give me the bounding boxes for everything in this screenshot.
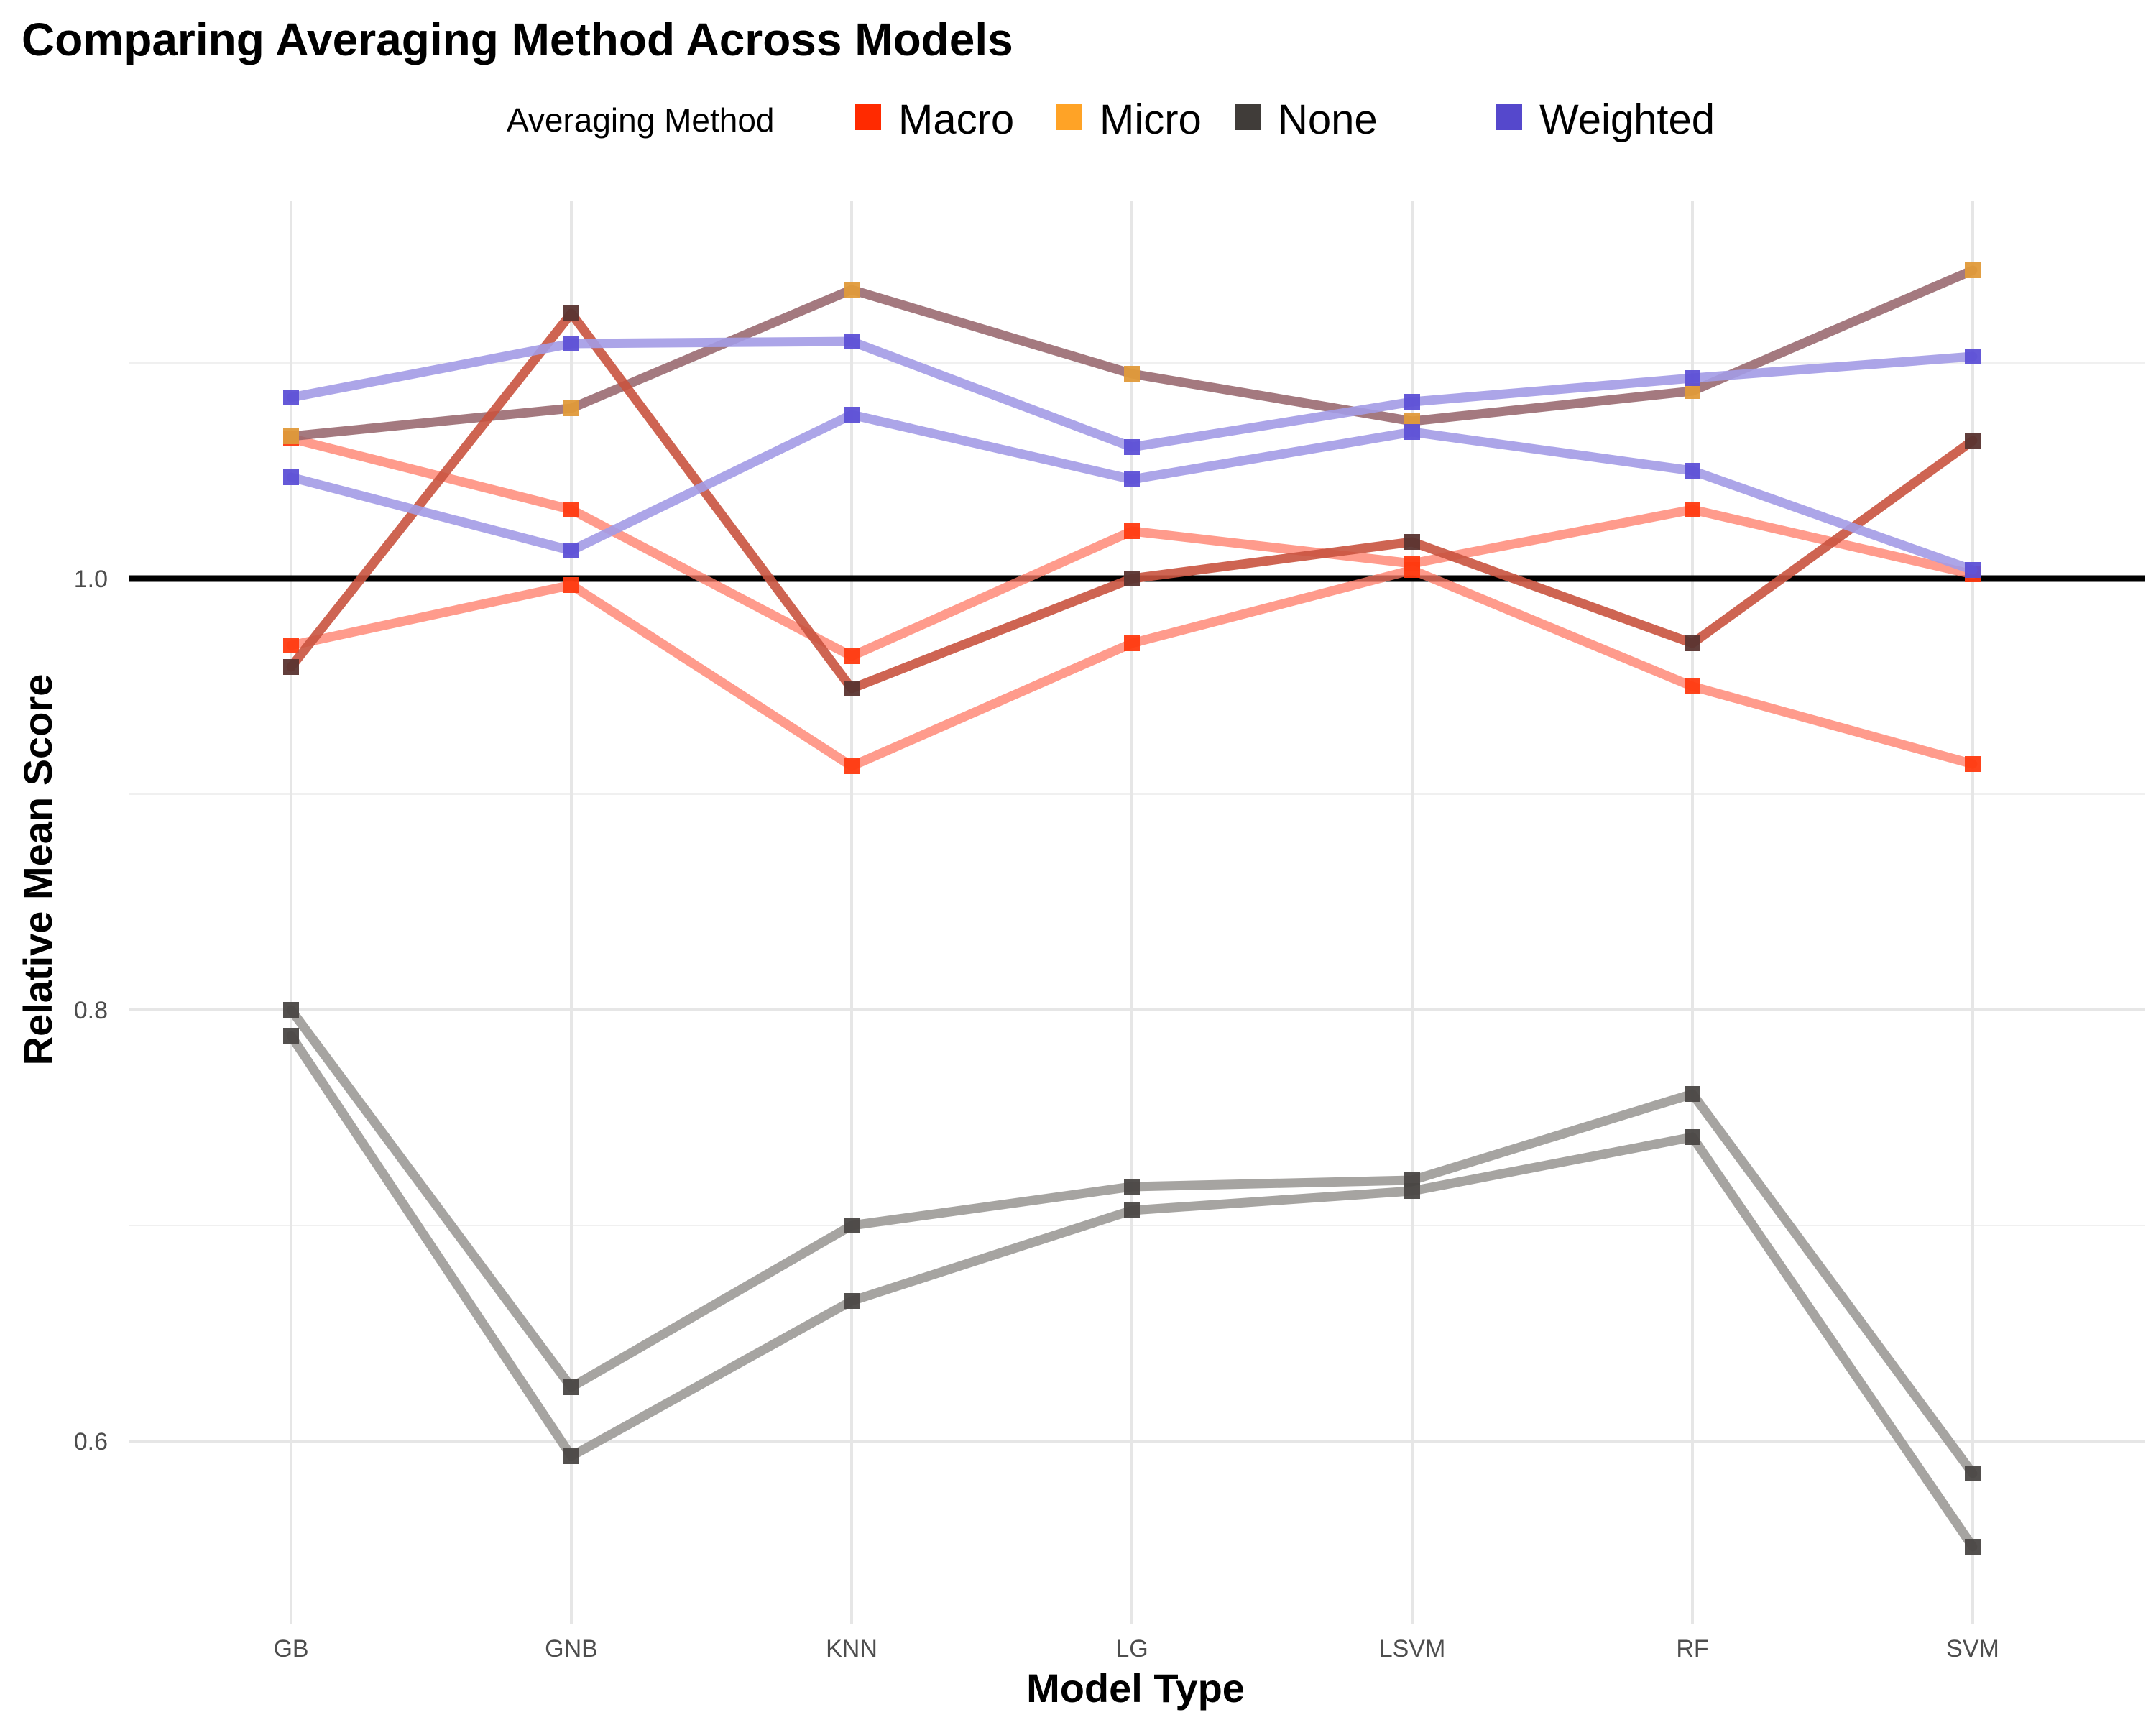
data-point: [1124, 523, 1140, 539]
data-point: [1685, 370, 1700, 386]
data-point: [1965, 1466, 1981, 1481]
legend-key: [855, 104, 881, 130]
x-tick-label: GNB: [545, 1635, 598, 1662]
legend-label: Macro: [898, 96, 1014, 143]
data-point: [1965, 433, 1981, 448]
data-point: [1685, 463, 1700, 479]
data-point: [1404, 534, 1420, 550]
data-point: [844, 1218, 860, 1233]
series-weighted: [283, 334, 1981, 455]
y-tick-label: 1.0: [74, 566, 108, 593]
data-point: [283, 659, 299, 675]
legend-key: [1235, 104, 1261, 130]
data-point: [1124, 1202, 1140, 1218]
data-point: [563, 543, 579, 558]
data-point: [1965, 562, 1981, 578]
data-point: [1404, 424, 1420, 440]
data-point: [1965, 349, 1981, 364]
data-point: [1965, 1539, 1981, 1555]
x-tick-label: GB: [273, 1635, 308, 1662]
data-point: [844, 282, 860, 298]
data-point: [1124, 635, 1140, 651]
data-point: [1685, 1086, 1700, 1102]
series-none: [283, 305, 1981, 696]
data-point: [844, 1293, 860, 1309]
x-axis-title: Model Type: [1026, 1665, 1245, 1711]
data-point: [1965, 262, 1981, 278]
legend-entry-weighted: Weighted: [1496, 96, 1715, 143]
series-weighted: [283, 407, 1981, 578]
data-point: [563, 336, 579, 351]
legend-label: Micro: [1100, 96, 1202, 143]
data-point: [563, 400, 579, 416]
data-point: [844, 334, 860, 349]
data-point: [283, 428, 299, 444]
data-point: [1685, 383, 1700, 399]
data-point: [563, 502, 579, 518]
x-tick-label: RF: [1676, 1635, 1708, 1662]
data-point: [563, 577, 579, 593]
legend-label: None: [1278, 96, 1378, 143]
series-micro: [283, 262, 1981, 444]
legend-title: Averaging Method: [507, 101, 775, 139]
x-tick-label: LG: [1115, 1635, 1148, 1662]
legend-entry-macro: Macro: [855, 96, 1014, 143]
gridlines: [129, 201, 2145, 1624]
data-point: [563, 1448, 579, 1464]
data-point: [1404, 1183, 1420, 1199]
data-point: [283, 1028, 299, 1044]
data-point: [283, 390, 299, 405]
chart-title: Comparing Averaging Method Across Models: [22, 14, 1013, 65]
data-point: [563, 1379, 579, 1395]
data-point: [1124, 439, 1140, 455]
legend: Averaging Method Macro Micro None Weighted: [507, 96, 1715, 143]
y-axis-title: Relative Mean Score: [15, 674, 60, 1066]
data-point: [283, 469, 299, 485]
legend-label: Weighted: [1539, 96, 1715, 143]
legend-key: [1496, 104, 1522, 130]
data-point: [1124, 366, 1140, 382]
legend-key: [1056, 104, 1082, 130]
data-point: [844, 681, 860, 696]
legend-entry-none: None: [1235, 96, 1378, 143]
y-tick-label: 0.6: [74, 1428, 108, 1455]
legend-entry-micro: Micro: [1056, 96, 1202, 143]
data-point: [844, 758, 860, 774]
data-point: [1404, 562, 1420, 578]
data-point: [1685, 678, 1700, 694]
axes: 0.6 0.8 1.0 GB GNB KNN LG LSVM RF SVM Model Type Re…: [15, 566, 1999, 1711]
series-macro: [283, 562, 1981, 774]
x-tick-label: KNN: [826, 1635, 877, 1662]
data-point: [844, 407, 860, 423]
data-point: [1404, 394, 1420, 410]
data-point: [1124, 1179, 1140, 1195]
series-none: [283, 1028, 1981, 1555]
x-tick-label: LSVM: [1379, 1635, 1446, 1662]
data-point: [283, 638, 299, 653]
data-point: [563, 305, 579, 321]
series-group: [283, 262, 1981, 1555]
data-point: [1685, 502, 1700, 518]
data-point: [1685, 635, 1700, 651]
y-tick-label: 0.8: [74, 997, 108, 1024]
data-point: [283, 1002, 299, 1018]
data-point: [844, 648, 860, 664]
data-point: [1685, 1129, 1700, 1145]
data-point: [1124, 571, 1140, 586]
x-tick-label: SVM: [1946, 1635, 1999, 1662]
data-point: [1124, 472, 1140, 487]
data-point: [1965, 756, 1981, 772]
